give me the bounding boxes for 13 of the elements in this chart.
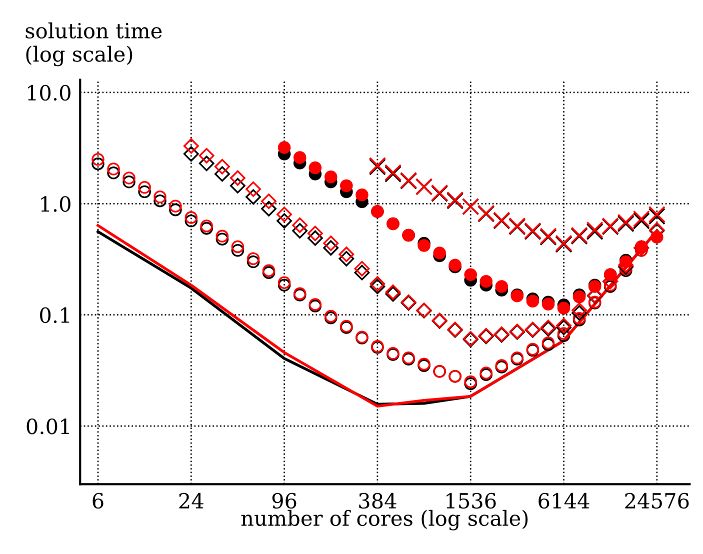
x-tick-label: 96	[272, 492, 296, 509]
y-tick-label: 0.01	[26, 418, 69, 434]
x-tick-label: 384	[359, 492, 396, 509]
x-tick-label: 6144	[538, 492, 590, 509]
x-tick-label: 6	[92, 492, 104, 509]
x-tick-label: 24	[179, 492, 204, 508]
y-tick-label: 10.0	[28, 84, 70, 101]
y-tick-label: 0.1	[40, 307, 69, 324]
x-tick-label: 1536	[446, 492, 496, 509]
y-axis-title: solution time (log scale)	[26, 22, 162, 66]
y-tick-label: 1.0	[41, 196, 70, 212]
x-tick-label: 24576	[625, 492, 689, 509]
x-axis-title: number of cores (log scale)	[241, 510, 528, 530]
